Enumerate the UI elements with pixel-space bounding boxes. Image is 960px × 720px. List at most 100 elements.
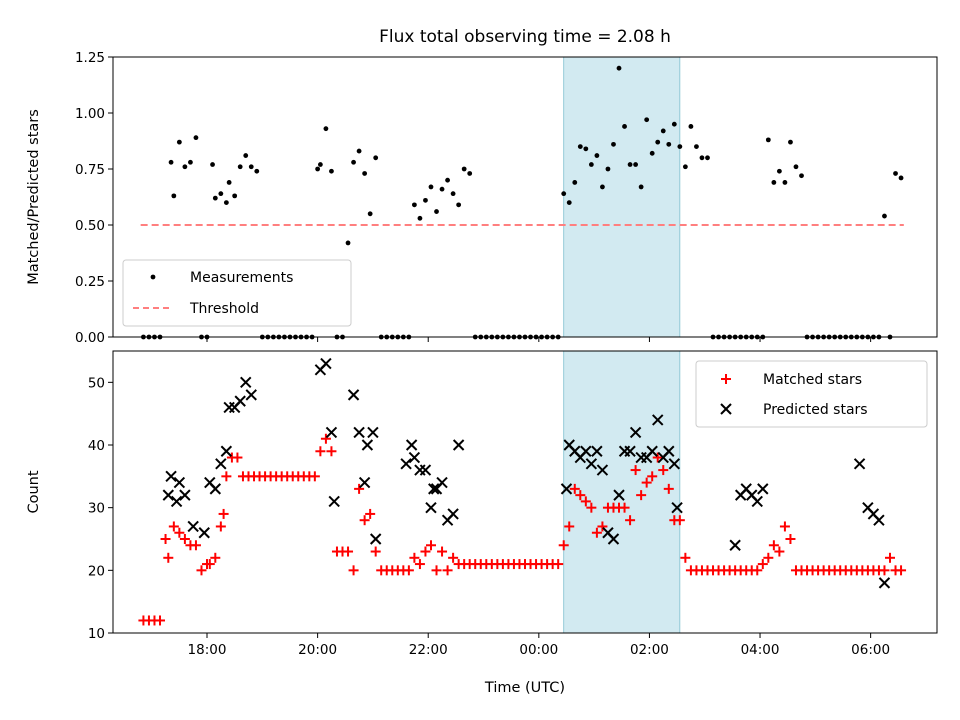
measurement-point [649,150,655,156]
measurement-point [450,191,456,197]
matched-stars-points [138,433,907,626]
matched-star-point [218,508,229,519]
ratio-panel: 0.00 0.25 0.50 0.75 1.00 1.25 Matched/Predict… [26,50,938,346]
predicted-star-point [240,376,252,389]
predicted-star-point [245,389,257,401]
measurement-point [666,141,672,147]
predicted-star-point [853,458,866,470]
measurement-point [329,168,334,174]
measurement-marker-icon [150,274,156,280]
measurement-point [456,202,462,208]
measurement-point [799,173,804,179]
predicted-star-point [165,470,177,483]
y-tick-label: 0.25 [75,274,105,290]
matched-star-point [215,521,226,532]
measurement-point [210,162,215,167]
measurement-point [315,166,321,172]
matched-star-point [597,521,608,532]
measurement-point [572,180,578,185]
matched-star-point [663,483,674,494]
measurement-point [176,139,182,145]
predicted-star-point [179,489,191,501]
measurement-point [428,184,434,190]
predicted-star-point [173,476,186,489]
predicted-star-point [629,426,642,439]
matched-star-point [619,502,630,513]
matched-star-point [431,565,442,576]
matched-star-point [221,471,232,482]
matched-star-point [896,565,907,576]
measurement-point [223,200,229,206]
measurement-point [793,164,799,170]
predicted-star-point [215,458,227,470]
x-marker-icon [720,403,732,415]
measurement-point [467,171,473,176]
measurement-point [254,168,260,174]
measurement-point [882,213,887,219]
measurement-point [439,186,445,192]
measurement-point [694,144,699,150]
measurement-point [771,180,777,185]
predicted-star-point [428,483,440,495]
matched-star-point [879,565,890,576]
matched-star-point [320,433,331,444]
matched-star-point [179,534,190,544]
predicted-star-point [414,464,426,476]
measurement-point [671,121,677,127]
predicted-star-point [671,501,683,514]
measurement-point [788,139,793,145]
matched-star-point [309,471,320,482]
matched-star-point [174,527,185,538]
matched-star-point [437,546,448,557]
matched-star-point [448,552,459,563]
matched-star-point [348,565,359,576]
matched-star-point [442,565,453,576]
measurement-point [583,146,589,152]
predicted-star-point [405,439,418,451]
matched-star-point [586,502,597,513]
matched-star-point [403,565,414,576]
measurement-point [782,180,788,185]
matched-star-point [343,546,354,557]
legend-box [122,259,352,327]
y-axis-label-count: Count [26,470,42,513]
measurement-point [356,148,362,154]
predicted-star-point [170,495,183,508]
legend-x-mark [720,403,732,415]
matched-star-point [370,546,381,557]
plus-marker-icon [721,374,731,384]
measurement-point [705,155,710,161]
legend-label-predicted: Predicted stars [763,402,868,418]
y-tick-label: 0.75 [75,162,105,178]
measurement-point [660,128,666,134]
x-axis-count: 18:00 20:00 22:00 00:00 02:00 04:00 06:00 [188,633,890,658]
measurement-point [655,139,661,145]
measurement-point [898,175,904,181]
measurement-point [317,162,323,167]
matched-star-point [580,496,591,507]
predicted-star-point [209,483,222,495]
ratio-axes-frame [112,56,938,338]
measurement-point [688,124,694,129]
measurement-point [182,164,188,170]
matched-star-point [168,521,179,532]
predicted-star-point [591,445,603,457]
measurement-point [605,166,611,172]
predicted-star-point [560,483,573,495]
matched-star-point [232,452,243,463]
matched-star-point [326,446,337,457]
y-tick-label: 1.00 [75,106,105,122]
matched-star-point [569,483,580,494]
predicted-star-point [320,357,332,370]
matched-star-point [774,546,785,557]
x-tick-label: 20:00 [298,642,337,658]
predicted-star-point [425,501,437,514]
legend-ratio: Measurements Threshold [122,259,352,327]
measurement-point [362,171,368,176]
measurement-point [611,141,616,147]
predicted-star-point [596,464,609,476]
predicted-star-point [580,445,592,457]
predicted-star-point [347,389,360,401]
measurement-point [218,191,224,197]
predicted-star-point [757,483,769,495]
